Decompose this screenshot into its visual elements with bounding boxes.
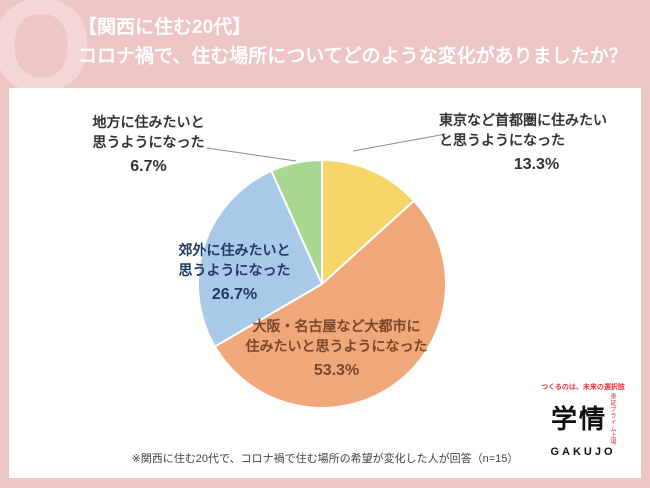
label-suburb: 郊外に住みたいと 思うようになった 26.7%: [157, 240, 312, 306]
header-title-line2: コロナ禍で、住む場所についてどのような変化がありましたか？: [78, 46, 628, 68]
gakujo-logo: つくるのは、未来の選択肢 学情 東証プライム上場 GAKUJO: [537, 382, 629, 458]
pie-chart: [197, 133, 447, 409]
header-title: 【関西に住む20代】 コロナ禍で、住む場所についてどのような変化がありましたか？: [78, 13, 638, 72]
label-suburb-pct: 26.7%: [211, 285, 258, 303]
label-rural-line2: 思うようになった: [92, 134, 205, 151]
label-tokyo-pct: 13.3%: [513, 155, 560, 173]
logo-name: 学情: [550, 403, 607, 434]
footnote: ※関西に住む20代で、コロナ禍で住む場所の希望が変化した人が回答（n=15）: [131, 453, 519, 465]
leader-line-tokyo: [352, 133, 447, 152]
label-rural-line1: 地方に住みたいと: [92, 114, 205, 130]
label-rural: 地方に住みたいと 思うようになった 6.7%: [61, 112, 236, 178]
header-title-line1: 【関西に住む20代】: [78, 17, 252, 38]
label-osaka: 大阪・名古屋など大都市に 住みたいと思うようになった 53.3%: [229, 316, 444, 382]
label-osaka-pct: 53.3%: [313, 361, 360, 379]
label-rural-pct: 6.7%: [130, 157, 167, 175]
pie-slice: [270, 158, 323, 285]
pie-slice: [213, 199, 447, 409]
label-suburb-line2: 思うようになった: [178, 262, 291, 279]
leader-line-rural: [206, 147, 297, 162]
logo-listing: 東証プライム上場: [609, 393, 615, 445]
logo-name-en: GAKUJO: [550, 446, 616, 458]
pie-slice: [197, 169, 324, 348]
label-tokyo: 東京など首都圏に住みたい と思うようになった 13.3%: [439, 110, 634, 176]
label-suburb-line1: 郊外に住みたいと: [178, 242, 291, 258]
logo-name-row: 学情 東証プライム上場: [537, 393, 629, 445]
pie-slice: [321, 158, 416, 287]
label-tokyo-line1: 東京など首都圏に住みたい: [439, 112, 607, 128]
logo-tagline: つくるのは、未来の選択肢: [541, 384, 625, 391]
label-osaka-line2: 住みたいと思うようになった: [245, 338, 428, 355]
label-tokyo-line2: と思うようになった: [439, 132, 565, 149]
chart-panel: 地方に住みたいと 思うようになった 6.7% 東京など首都圏に住みたい と思うよ…: [9, 88, 641, 478]
label-osaka-line1: 大阪・名古屋など大都市に: [252, 318, 421, 334]
pie-slices: [197, 158, 447, 409]
